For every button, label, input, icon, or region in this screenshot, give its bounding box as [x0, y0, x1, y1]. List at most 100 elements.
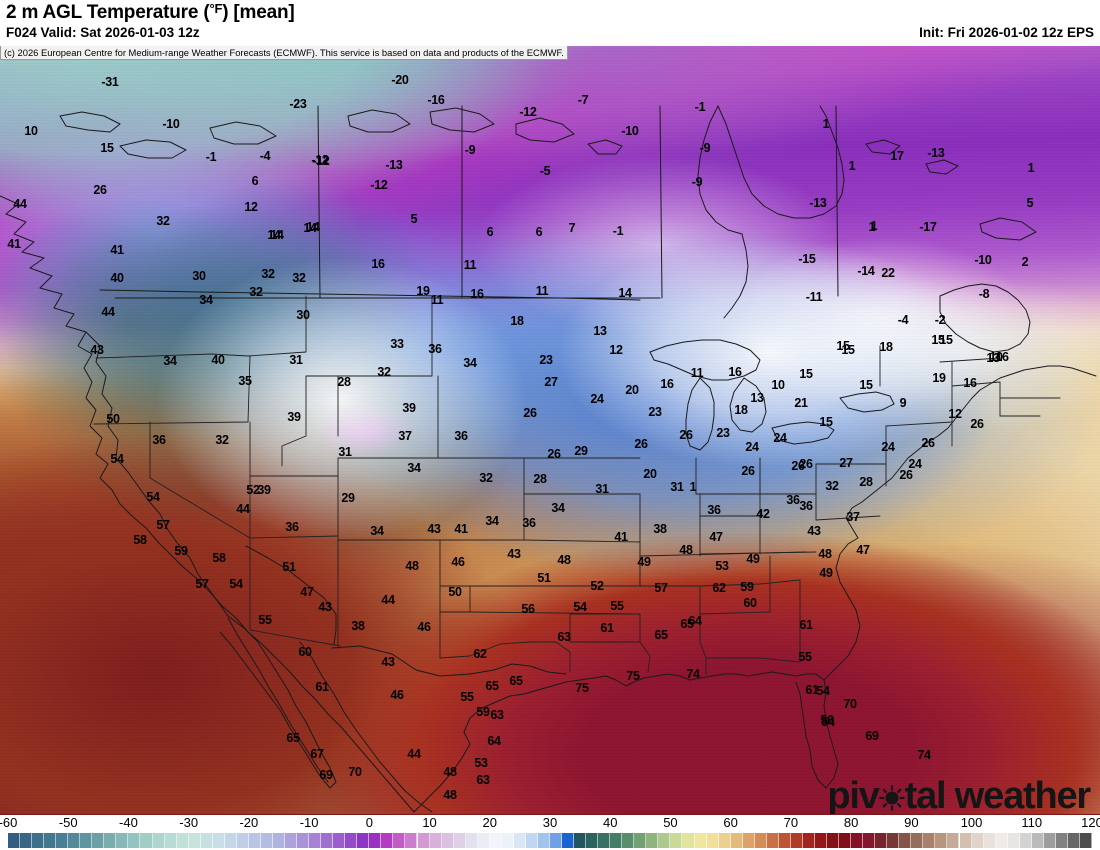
colorbar-segment	[863, 833, 876, 848]
map-value-label: 34	[485, 514, 499, 528]
map-value-label: -12	[370, 178, 388, 192]
map-value-label: 6	[251, 174, 259, 188]
colorbar-segment	[309, 833, 322, 848]
colorbar-tick-label: 110	[1021, 815, 1043, 830]
map-value-label: 28	[337, 375, 351, 389]
colorbar-segment	[935, 833, 948, 848]
map-value-label: 14	[306, 220, 320, 234]
map-value-label: 24	[908, 457, 922, 471]
map-value-label: 43	[427, 522, 441, 536]
title-text: 2 m AGL Temperature (	[6, 1, 210, 23]
colorbar-segment	[92, 833, 105, 848]
map-value-label: 48	[557, 553, 571, 567]
map-value-label: 36	[707, 503, 721, 517]
map-value-label: 52	[590, 579, 604, 593]
colorbar-tick-label: -10	[299, 815, 319, 830]
map-value-label: 50	[106, 412, 120, 426]
map-value-label: 11	[535, 284, 549, 298]
colorbar-segment	[790, 833, 803, 848]
map-value-label: 31	[595, 482, 609, 496]
colorbar-segment	[80, 833, 93, 848]
colorbar-segment	[1067, 833, 1080, 848]
colorbar-segment	[465, 833, 478, 848]
map-value-label: 51	[537, 571, 551, 585]
colorbar[interactable]: -60 -50 -40 -30 -20 -10 0 10 20 30 40 50 60 70 80 90 100…	[0, 815, 1100, 850]
colorbar-segment	[333, 833, 346, 848]
map-value-label: 23	[716, 426, 730, 440]
map-value-label: 49	[819, 566, 833, 580]
map-value-label: 15	[819, 415, 833, 429]
map-value-label: 32	[215, 433, 229, 447]
colorbar-tick-label: 50	[663, 815, 678, 830]
map-value-label: 23	[648, 405, 662, 419]
map-value-label: 40	[110, 271, 124, 285]
colorbar-segment	[959, 833, 972, 848]
header-bar: 2 m AGL Temperature (°F) [mean] F024 Val…	[0, 0, 1100, 46]
map-value-label: 2	[1021, 255, 1029, 269]
map-value-label: 54	[146, 490, 160, 504]
map-value-label: 47	[856, 543, 870, 557]
colorbar-segment	[694, 833, 707, 848]
map-value-label: 43	[90, 343, 104, 357]
map-value-label: 69	[319, 768, 333, 782]
colorbar-tick-label: 70	[783, 815, 799, 830]
map-value-label: 53	[474, 756, 488, 770]
colorbar-segment	[598, 833, 611, 848]
map-value-label: 38	[351, 619, 365, 633]
temperature-map[interactable]: -31 10 15 26 44 32 41 41 40 -1 -4 -12 6 12 14 14 -23 -10-…	[0, 46, 1100, 815]
colorbar-segment	[718, 833, 731, 848]
colorbar-gradient[interactable]	[8, 833, 1092, 848]
colorbar-tick-label: 40	[602, 815, 618, 830]
map-value-label: 39	[402, 401, 416, 415]
colorbar-tick-label: 100	[960, 815, 983, 830]
colorbar-tick-label: -40	[119, 815, 138, 830]
map-value-label: 30	[192, 269, 206, 283]
map-value-label: 5	[1026, 196, 1034, 210]
map-value-label: 34	[407, 461, 421, 475]
map-value-label: 26	[921, 436, 935, 450]
map-value-label: 15	[939, 333, 953, 347]
map-value-label: 46	[390, 688, 404, 702]
map-value-label: 32	[156, 214, 170, 228]
map-value-label: 61	[799, 618, 813, 632]
map-value-label: 37	[846, 510, 860, 524]
map-value-label: 61	[315, 680, 329, 694]
colorbar-segment	[513, 833, 526, 848]
map-value-label: 38	[653, 522, 667, 536]
map-value-label: 12	[609, 343, 623, 357]
colorbar-tick-label: -50	[58, 815, 78, 830]
map-value-label: -1	[694, 100, 706, 114]
map-value-label: 24	[881, 440, 895, 454]
colorbar-segment	[550, 833, 563, 848]
map-value-label: 58	[133, 533, 147, 547]
map-value-label: 16	[660, 377, 674, 391]
map-value-label: 60	[743, 596, 757, 610]
colorbar-segment	[923, 833, 936, 848]
colorbar-segment	[68, 833, 81, 848]
map-value-label: 37	[398, 429, 412, 443]
map-value-label: 7	[568, 221, 576, 235]
colorbar-segment	[453, 833, 466, 848]
map-value-label: 44	[13, 197, 27, 211]
map-value-label: -12	[311, 153, 329, 167]
map-value-label: 57	[156, 518, 170, 532]
colorbar-tick-label: 80	[843, 815, 859, 830]
map-value-label: 26	[799, 457, 813, 471]
map-value-label: 65	[680, 617, 694, 631]
map-value-label: 5	[410, 212, 418, 226]
colorbar-segment	[899, 833, 912, 848]
map-value-label: -8	[978, 287, 990, 301]
map-value-label: 14	[618, 286, 632, 300]
map-value-label: -20	[391, 73, 409, 87]
map-value-label: -13	[927, 146, 945, 160]
colorbar-segment	[778, 833, 791, 848]
colorbar-segment	[345, 833, 358, 848]
colorbar-tick-label: 90	[904, 815, 919, 830]
map-value-label: 10	[989, 350, 1003, 364]
map-value-label: 19	[416, 284, 430, 298]
map-value-label: -14	[857, 264, 875, 278]
colorbar-segment	[272, 833, 285, 848]
colorbar-segment	[128, 833, 141, 848]
colorbar-segment	[297, 833, 310, 848]
map-value-label: 16	[963, 376, 977, 390]
